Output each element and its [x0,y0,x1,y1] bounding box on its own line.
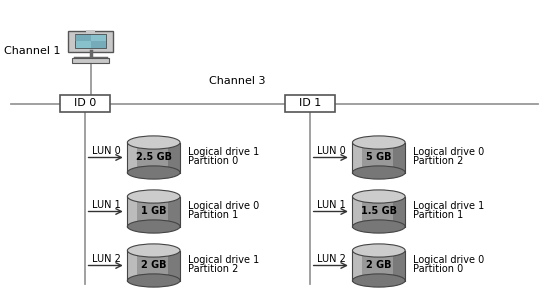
Ellipse shape [352,274,405,287]
Text: LUN 0: LUN 0 [317,146,345,156]
Text: 2 GB: 2 GB [141,260,166,271]
Text: Logical drive 1: Logical drive 1 [188,147,260,157]
Bar [91,41,105,48]
Ellipse shape [127,244,180,257]
Bar [393,250,405,280]
Bar [352,142,362,172]
FancyBboxPatch shape [60,95,110,112]
Bar [168,142,180,172]
Text: Partition 2: Partition 2 [188,263,239,274]
Text: Logical drive 0: Logical drive 0 [413,255,485,265]
Bar [127,196,137,226]
Ellipse shape [352,220,405,233]
Bar [352,196,362,226]
FancyBboxPatch shape [72,58,109,63]
Text: 2.5 GB: 2.5 GB [136,152,172,163]
Text: Logical drive 0: Logical drive 0 [188,201,260,211]
Bar [127,250,180,280]
Bar [352,196,405,226]
Text: 1.5 GB: 1.5 GB [361,206,397,217]
Text: 2 GB: 2 GB [366,260,391,271]
Text: 1 GB: 1 GB [141,206,166,217]
Bar [76,34,91,41]
Text: ID 0: ID 0 [74,98,96,109]
Bar [86,30,95,33]
Bar [127,142,137,172]
Text: Logical drive 1: Logical drive 1 [413,201,485,211]
Ellipse shape [127,190,180,203]
Ellipse shape [352,244,405,257]
Text: LUN 1: LUN 1 [92,200,120,210]
Text: Partition 0: Partition 0 [413,263,464,274]
Ellipse shape [127,274,180,287]
Text: Partition 0: Partition 0 [188,155,239,166]
Text: Partition 1: Partition 1 [413,209,464,220]
Text: Logical drive 0: Logical drive 0 [413,147,485,157]
Text: Partition 1: Partition 1 [188,209,239,220]
Text: Channel 1: Channel 1 [4,46,61,56]
Ellipse shape [352,190,405,203]
Ellipse shape [127,220,180,233]
Text: Partition 2: Partition 2 [413,155,464,166]
Text: Logical drive 1: Logical drive 1 [188,255,260,265]
Text: Channel 3: Channel 3 [209,76,265,86]
Ellipse shape [352,166,405,179]
FancyBboxPatch shape [285,95,335,112]
Text: LUN 1: LUN 1 [317,200,345,210]
Bar [127,196,180,226]
Text: LUN 0: LUN 0 [92,146,120,156]
Bar [393,196,405,226]
Bar [352,250,405,280]
Text: 5 GB: 5 GB [366,152,391,163]
Bar [352,250,362,280]
Bar [168,250,180,280]
Ellipse shape [127,136,180,149]
Bar [168,196,180,226]
Text: LUN 2: LUN 2 [92,254,121,264]
Bar [127,250,137,280]
Ellipse shape [127,166,180,179]
Ellipse shape [352,136,405,149]
Bar [393,142,405,172]
Text: LUN 2: LUN 2 [317,254,346,264]
Text: ID 1: ID 1 [299,98,321,109]
Bar [352,142,405,172]
FancyBboxPatch shape [75,34,107,48]
FancyBboxPatch shape [68,31,113,52]
Bar [127,142,180,172]
